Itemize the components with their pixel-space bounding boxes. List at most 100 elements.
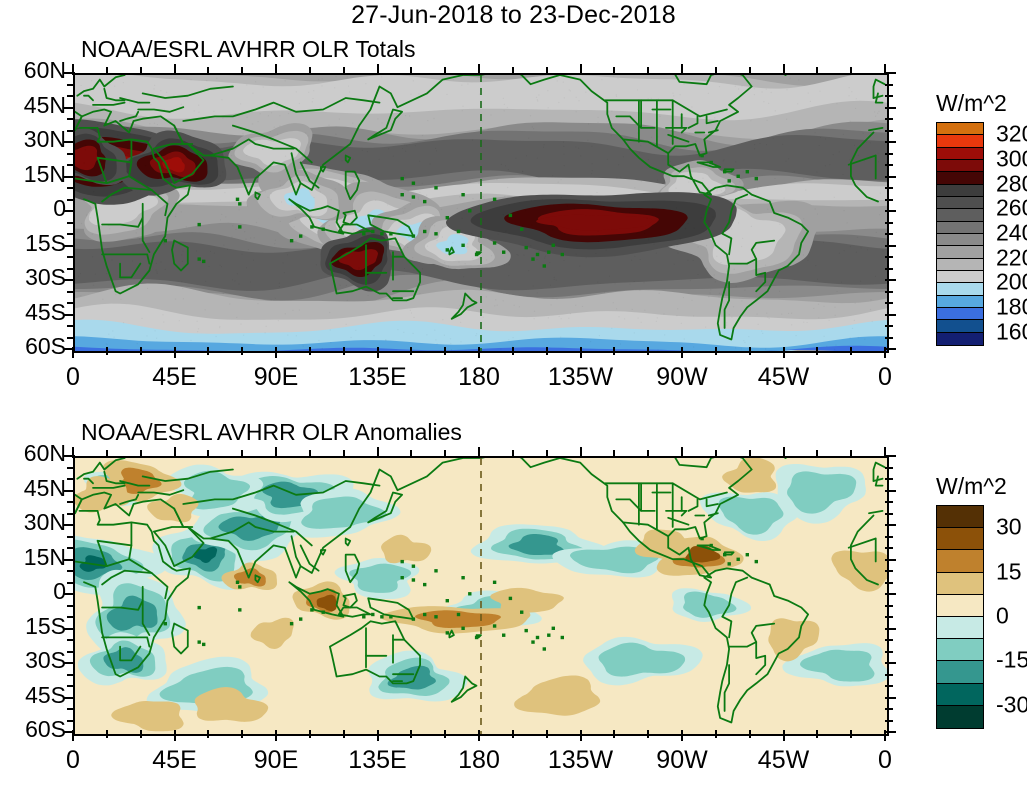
coastline-path bbox=[101, 202, 144, 228]
raster-texture bbox=[206, 80, 208, 82]
island-marker bbox=[524, 628, 528, 633]
anomalies-colorbar[interactable] bbox=[936, 505, 984, 729]
coastline-path bbox=[101, 636, 151, 648]
raster-texture bbox=[182, 250, 184, 252]
coastline-path bbox=[171, 622, 189, 655]
x-axis-minor-tick bbox=[444, 67, 447, 75]
island-marker bbox=[389, 232, 393, 236]
raster-texture bbox=[215, 335, 217, 338]
y-axis-tick bbox=[885, 210, 896, 212]
raster-texture bbox=[502, 300, 504, 302]
raster-texture bbox=[640, 145, 642, 147]
raster-texture bbox=[601, 79, 603, 81]
coastline-path bbox=[128, 544, 133, 561]
raster-texture bbox=[618, 164, 620, 166]
raster-texture bbox=[676, 315, 678, 317]
raster-texture bbox=[757, 187, 759, 189]
island-marker bbox=[411, 578, 416, 582]
raster-texture bbox=[414, 145, 416, 147]
y-axis-label: 0 bbox=[53, 195, 66, 221]
coastline-path bbox=[338, 606, 372, 618]
raster-texture bbox=[538, 94, 540, 96]
raster-texture bbox=[408, 236, 410, 238]
raster-texture bbox=[435, 150, 438, 152]
coastline-path bbox=[103, 470, 126, 485]
raster-texture bbox=[536, 258, 538, 261]
coastline-path bbox=[872, 477, 884, 482]
raster-texture bbox=[882, 250, 884, 252]
raster-texture bbox=[136, 343, 138, 345]
raster-texture bbox=[264, 332, 266, 334]
coastline-path bbox=[141, 216, 151, 253]
island-marker bbox=[723, 170, 727, 174]
map-panel-anomalies[interactable] bbox=[73, 456, 889, 736]
raster-texture bbox=[568, 89, 570, 91]
raster-texture bbox=[291, 204, 293, 206]
raster-texture bbox=[191, 186, 194, 188]
contour-band bbox=[768, 618, 820, 662]
colorbar-cell bbox=[937, 528, 983, 551]
raster-texture bbox=[658, 292, 660, 294]
coastline-path bbox=[344, 537, 352, 547]
raster-texture bbox=[675, 207, 677, 209]
raster-texture bbox=[806, 321, 808, 324]
raster-texture bbox=[265, 325, 267, 327]
raster-texture bbox=[562, 141, 565, 143]
raster-texture bbox=[467, 83, 469, 85]
y-axis-minor-tick bbox=[885, 719, 893, 722]
raster-texture bbox=[352, 180, 354, 182]
x-axis-minor-tick bbox=[647, 347, 650, 355]
raster-texture bbox=[550, 304, 552, 306]
map-panel-totals[interactable] bbox=[73, 73, 889, 353]
raster-texture bbox=[144, 165, 147, 167]
raster-texture bbox=[536, 157, 538, 159]
x-axis-minor-tick bbox=[647, 730, 650, 738]
y-axis-tick bbox=[885, 558, 896, 561]
raster-texture bbox=[680, 322, 682, 324]
raster-texture bbox=[552, 229, 554, 231]
raster-texture bbox=[448, 265, 450, 267]
contour-band bbox=[436, 234, 469, 255]
contour-band bbox=[683, 591, 737, 618]
raster-texture bbox=[305, 132, 307, 134]
raster-texture bbox=[838, 151, 840, 153]
raster-texture bbox=[267, 196, 269, 198]
raster-texture bbox=[818, 317, 820, 319]
raster-texture bbox=[91, 233, 93, 235]
raster-texture bbox=[743, 340, 745, 342]
raster-texture bbox=[773, 209, 775, 211]
x-axis-tick bbox=[72, 347, 74, 358]
raster-texture bbox=[79, 273, 82, 275]
raster-texture bbox=[836, 102, 838, 105]
island-marker bbox=[461, 193, 465, 197]
raster-texture bbox=[147, 287, 149, 289]
y-axis-label: 60N bbox=[23, 440, 66, 466]
raster-texture bbox=[553, 278, 555, 280]
coastline-path bbox=[254, 574, 261, 584]
raster-texture bbox=[640, 180, 642, 183]
colorbar-cell bbox=[937, 270, 983, 284]
contour-band bbox=[193, 546, 218, 563]
island-marker bbox=[299, 617, 303, 621]
x-axis-tick bbox=[478, 64, 480, 75]
raster-texture bbox=[216, 147, 218, 149]
island-marker bbox=[560, 252, 564, 257]
raster-texture bbox=[240, 323, 242, 325]
raster-texture bbox=[190, 339, 192, 341]
raster-texture bbox=[412, 332, 414, 334]
y-axis-minor-tick bbox=[67, 325, 75, 327]
raster-texture bbox=[213, 252, 215, 254]
raster-texture bbox=[529, 115, 532, 117]
x-axis-minor-tick bbox=[850, 347, 853, 355]
raster-texture bbox=[581, 305, 584, 307]
raster-texture bbox=[461, 110, 463, 112]
raster-texture bbox=[349, 91, 351, 93]
y-axis-minor-tick bbox=[67, 336, 75, 339]
x-axis-minor-tick bbox=[139, 67, 142, 75]
raster-texture bbox=[246, 205, 248, 207]
totals-colorbar[interactable] bbox=[936, 122, 984, 346]
anomalies-coastlines bbox=[75, 458, 886, 724]
raster-texture bbox=[464, 306, 467, 308]
raster-texture bbox=[877, 161, 880, 163]
raster-texture bbox=[759, 142, 761, 144]
